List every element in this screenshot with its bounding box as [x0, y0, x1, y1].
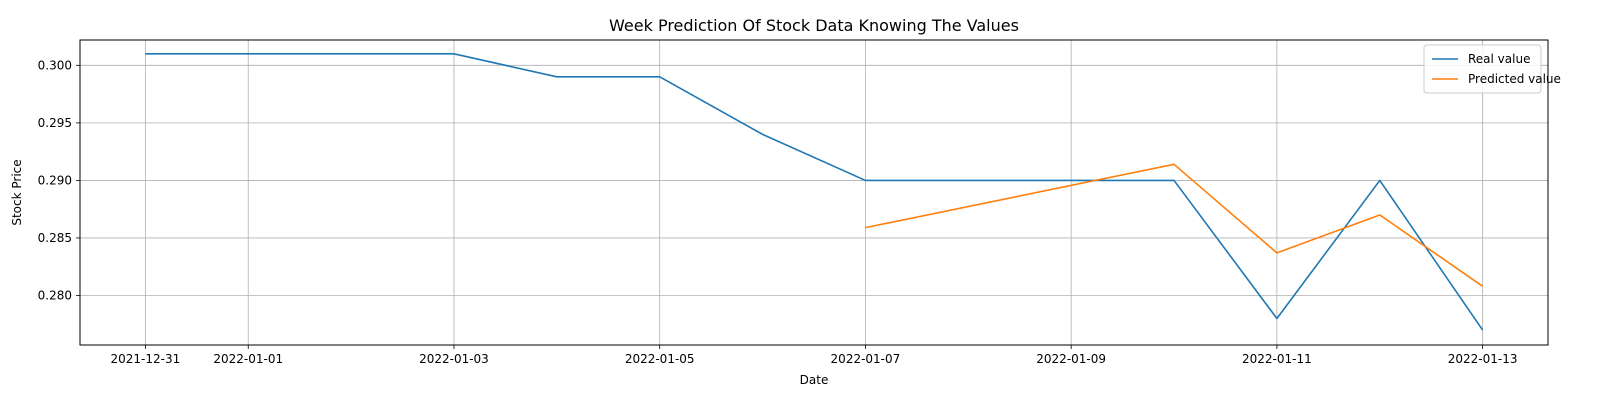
grid	[80, 40, 1548, 345]
x-tick-label: 2022-01-13	[1448, 352, 1518, 366]
y-tick-label: 0.280	[38, 289, 72, 303]
x-tick-label: 2021-12-31	[110, 352, 180, 366]
y-tick-label: 0.295	[38, 116, 72, 130]
legend-box	[1423, 44, 1542, 94]
plot-frame	[79, 39, 1549, 346]
y-tick-label: 0.300	[38, 58, 72, 72]
series-line-real-value	[145, 53, 1484, 331]
x-tick-label: 2022-01-07	[831, 352, 901, 366]
chart-title: Week Prediction Of Stock Data Knowing Th…	[609, 16, 1019, 35]
x-tick-label: 2022-01-01	[213, 352, 283, 366]
y-tick-label: 0.285	[38, 231, 72, 245]
series-line-predicted-value	[865, 163, 1484, 287]
legend: Real value Predicted value	[1423, 44, 1561, 94]
series-lines	[145, 53, 1484, 331]
x-tick-label: 2022-01-11	[1242, 352, 1312, 366]
x-tick-label: 2022-01-09	[1036, 352, 1106, 366]
legend-label: Predicted value	[1468, 72, 1561, 86]
x-tick-label: 2022-01-03	[419, 352, 489, 366]
y-axis-title: Stock Price	[10, 159, 24, 225]
x-tick-label: 2022-01-05	[625, 352, 695, 366]
x-axis-title: Date	[800, 373, 829, 387]
axis-ticks: 2021-12-31 2022-01-01 2022-01-03 2022-01-05…	[38, 58, 1518, 366]
y-tick-label: 0.290	[38, 173, 72, 187]
legend-label: Real value	[1468, 52, 1530, 66]
